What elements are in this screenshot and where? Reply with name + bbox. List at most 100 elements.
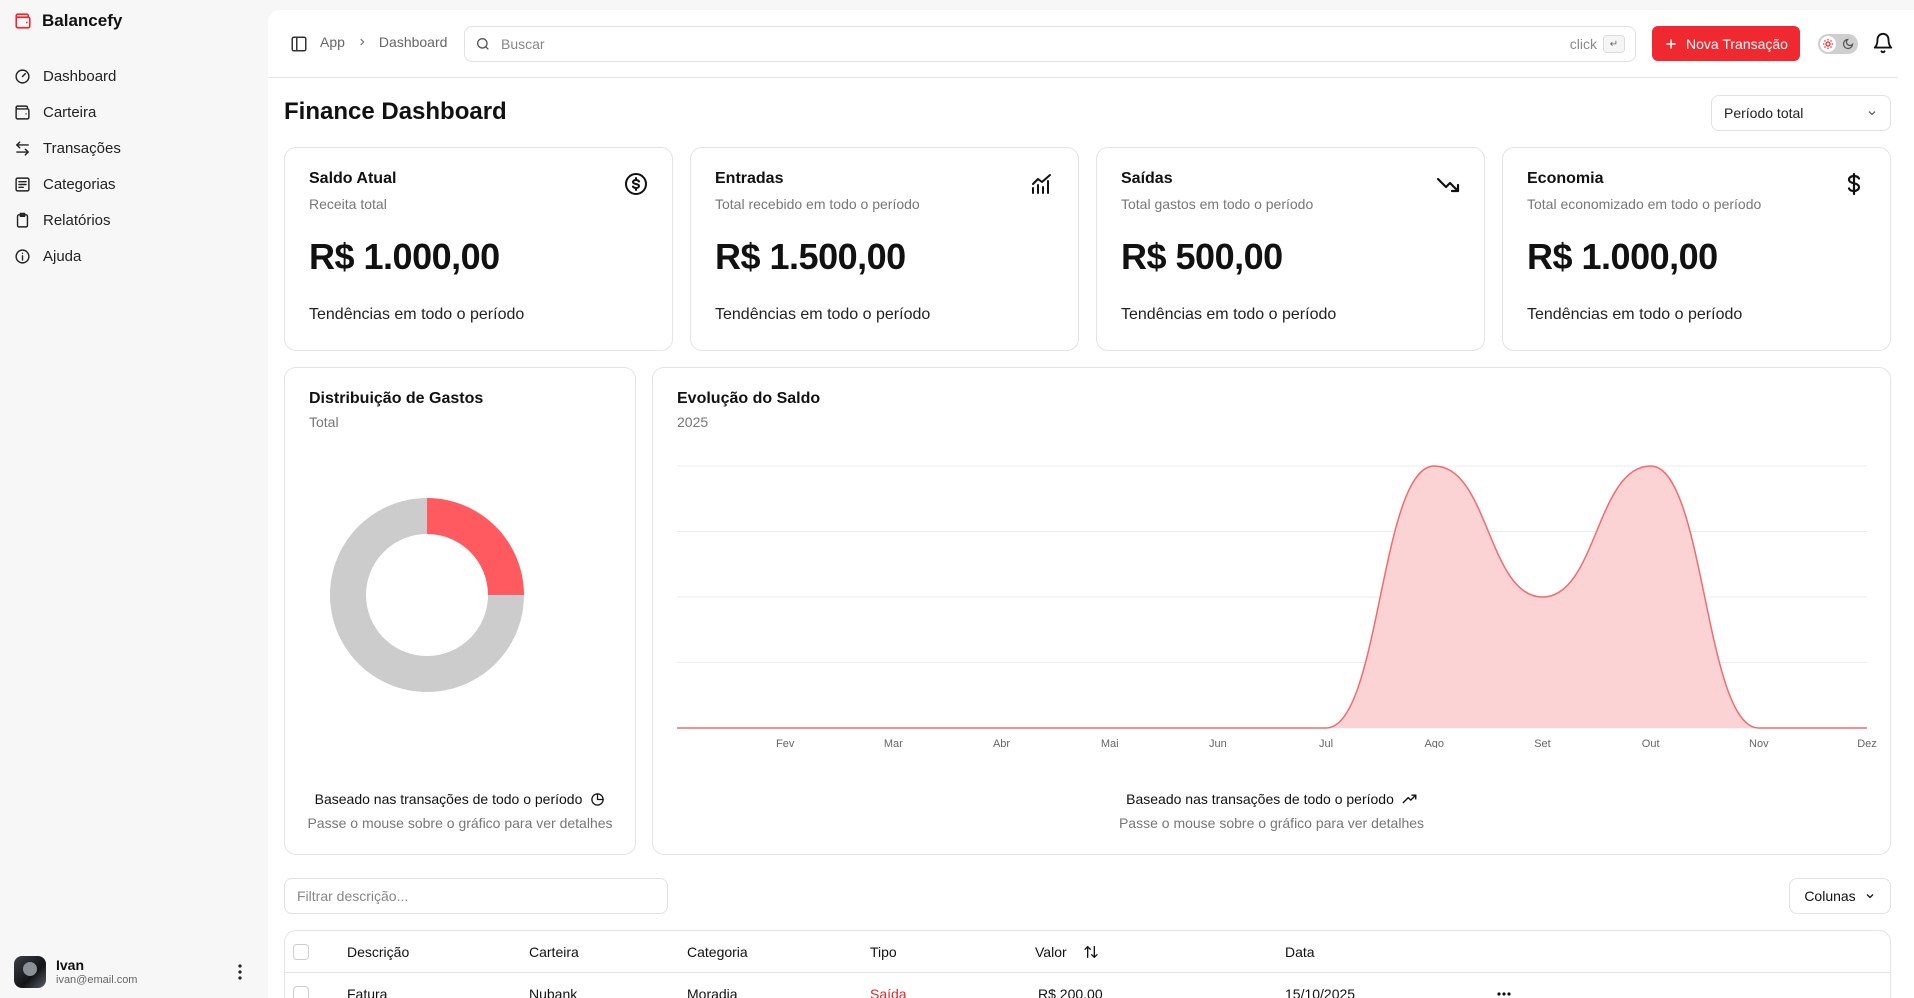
more-vertical-icon[interactable] bbox=[230, 960, 250, 984]
select-all-checkbox[interactable] bbox=[293, 931, 309, 973]
series-line[interactable] bbox=[677, 465, 1867, 729]
header-valor[interactable]: Valor bbox=[1035, 931, 1099, 973]
topbar: App Dashboard Buscar click ↵ Nova Transa… bbox=[268, 10, 1898, 78]
stat-card-entradas: Entradas Total recebido em todo o períod… bbox=[690, 147, 1079, 351]
sort-icon[interactable] bbox=[1083, 944, 1099, 960]
header-descricao[interactable]: Descrição bbox=[347, 944, 410, 960]
search-icon bbox=[475, 36, 491, 52]
x-tick-label: Jun bbox=[1209, 738, 1227, 748]
x-tick-label: Out bbox=[1642, 738, 1660, 748]
circle-dollar-icon bbox=[624, 172, 648, 196]
donut-chart[interactable] bbox=[285, 448, 637, 748]
area-fill bbox=[677, 466, 1867, 728]
search-hint-text: click bbox=[1569, 36, 1597, 52]
sidebar: Balancefy Dashboard Carteira Transações … bbox=[0, 0, 266, 998]
filter-description-input[interactable] bbox=[284, 878, 668, 914]
user-profile[interactable]: Ivan ivan@email.com bbox=[14, 954, 250, 990]
list-icon bbox=[14, 176, 31, 193]
header-tipo[interactable]: Tipo bbox=[870, 944, 897, 960]
header-categoria[interactable]: Categoria bbox=[687, 944, 748, 960]
sidebar-item-label: Carteira bbox=[43, 103, 97, 121]
stat-footer: Tendências em todo o período bbox=[309, 306, 525, 323]
search-input[interactable]: Buscar click ↵ bbox=[464, 26, 1636, 62]
stat-subtitle: Total economizado em todo o período bbox=[1527, 196, 1762, 212]
user-email: ivan@email.com bbox=[56, 974, 138, 986]
period-select-value: Período total bbox=[1724, 105, 1804, 121]
distribution-footer-text: Baseado nas transações de todo o período bbox=[314, 791, 583, 807]
sidebar-item-label: Relatórios bbox=[43, 211, 111, 229]
stat-title: Entradas bbox=[715, 170, 784, 187]
trending-down-icon bbox=[1436, 172, 1460, 196]
evolution-card: Evolução do Saldo 2025 Fev Mar Abr Mai Jun Ju… bbox=[652, 367, 1891, 855]
x-tick-label: Dez bbox=[1857, 738, 1877, 748]
stat-card-economia: Economia Total economizado em todo o per… bbox=[1502, 147, 1891, 351]
stat-title: Saídas bbox=[1121, 170, 1173, 187]
trending-up-icon bbox=[1402, 792, 1417, 807]
pie-chart-icon bbox=[590, 792, 605, 807]
evolution-footer-text: Baseado nas transações de todo o período bbox=[1126, 791, 1394, 807]
sidebar-item-categorias[interactable]: Categorias bbox=[14, 166, 250, 202]
enter-key-icon: ↵ bbox=[1603, 35, 1625, 53]
stat-subtitle: Receita total bbox=[309, 196, 387, 212]
dollar-sign-icon bbox=[1842, 172, 1866, 196]
x-tick-label: Abr bbox=[993, 738, 1010, 748]
transactions-table: Descrição Carteira Categoria Tipo Valor … bbox=[284, 930, 1891, 998]
chevron-down-icon bbox=[1864, 890, 1876, 902]
stat-footer: Tendências em todo o período bbox=[1121, 306, 1337, 323]
theme-toggle[interactable] bbox=[1818, 34, 1858, 54]
sidebar-item-ajuda[interactable]: Ajuda bbox=[14, 238, 250, 274]
header-data[interactable]: Data bbox=[1285, 944, 1315, 960]
stat-footer: Tendências em todo o período bbox=[715, 306, 931, 323]
columns-button[interactable]: Colunas bbox=[1789, 878, 1891, 914]
sidebar-nav: Dashboard Carteira Transações Categorias… bbox=[14, 58, 250, 274]
area-chart[interactable]: Fev Mar Abr Mai Jun Jul Ago Set Out Nov Dez bbox=[653, 448, 1892, 748]
breadcrumb: App Dashboard bbox=[320, 34, 447, 50]
stat-card-saldo: Saldo Atual Receita total R$ 1.000,00 Te… bbox=[284, 147, 673, 351]
distribution-hint: Passe o mouse sobre o gráfico para ver d… bbox=[307, 815, 613, 831]
x-tick-label: Nov bbox=[1749, 738, 1769, 748]
sidebar-toggle-icon[interactable] bbox=[290, 35, 308, 53]
distribution-footer: Baseado nas transações de todo o período bbox=[285, 791, 635, 807]
x-tick-label: Jul bbox=[1319, 738, 1333, 748]
x-tick-label: Mai bbox=[1101, 738, 1119, 748]
cell-tipo: Saída bbox=[870, 986, 907, 998]
stat-cards: Saldo Atual Receita total R$ 1.000,00 Te… bbox=[284, 147, 1891, 351]
sidebar-item-transacoes[interactable]: Transações bbox=[14, 130, 250, 166]
chart-up-icon bbox=[1030, 172, 1054, 196]
clipboard-icon bbox=[14, 212, 31, 229]
bell-icon[interactable] bbox=[1872, 32, 1894, 54]
stat-value: R$ 1.000,00 bbox=[1527, 236, 1718, 277]
sidebar-item-dashboard[interactable]: Dashboard bbox=[14, 58, 250, 94]
breadcrumb-app[interactable]: App bbox=[320, 34, 345, 50]
main-panel: App Dashboard Buscar click ↵ Nova Transa… bbox=[268, 10, 1914, 998]
cell-descricao: Fatura bbox=[347, 986, 388, 998]
row-checkbox[interactable] bbox=[293, 973, 309, 998]
wallet-logo-icon bbox=[14, 12, 32, 30]
sidebar-item-relatorios[interactable]: Relatórios bbox=[14, 202, 250, 238]
plus-icon bbox=[1664, 37, 1678, 51]
wallet-icon bbox=[14, 104, 31, 121]
x-tick-label: Set bbox=[1534, 738, 1551, 748]
period-select[interactable]: Período total bbox=[1711, 95, 1891, 131]
distribution-title: Distribuição de Gastos bbox=[309, 390, 484, 407]
search-shortcut: click ↵ bbox=[1570, 35, 1625, 53]
donut-slice-1[interactable] bbox=[330, 498, 524, 692]
table-row[interactable]: Fatura Nubank Moradia Saída R$ 200,00 15… bbox=[285, 973, 1890, 998]
evolution-title: Evolução do Saldo bbox=[677, 390, 821, 407]
stat-subtitle: Total recebido em todo o período bbox=[715, 196, 920, 212]
sidebar-item-label: Dashboard bbox=[43, 67, 117, 85]
brand-name: Balancefy bbox=[42, 11, 123, 30]
stat-card-saidas: Saídas Total gastos em todo o período R$… bbox=[1096, 147, 1485, 351]
distribution-subtitle: Total bbox=[309, 414, 339, 430]
stat-subtitle: Total gastos em todo o período bbox=[1121, 196, 1314, 212]
new-transaction-button[interactable]: Nova Transação bbox=[1652, 26, 1800, 61]
evolution-footer: Baseado nas transações de todo o período bbox=[653, 791, 1890, 807]
cell-carteira: Nubank bbox=[529, 986, 578, 998]
row-actions-icon[interactable] bbox=[1497, 973, 1511, 998]
moon-icon bbox=[1842, 38, 1854, 50]
header-carteira[interactable]: Carteira bbox=[529, 944, 579, 960]
donut-slice-0[interactable] bbox=[427, 498, 524, 595]
brand[interactable]: Balancefy bbox=[14, 11, 122, 31]
sidebar-item-carteira[interactable]: Carteira bbox=[14, 94, 250, 130]
table-header: Descrição Carteira Categoria Tipo Valor … bbox=[285, 931, 1890, 973]
